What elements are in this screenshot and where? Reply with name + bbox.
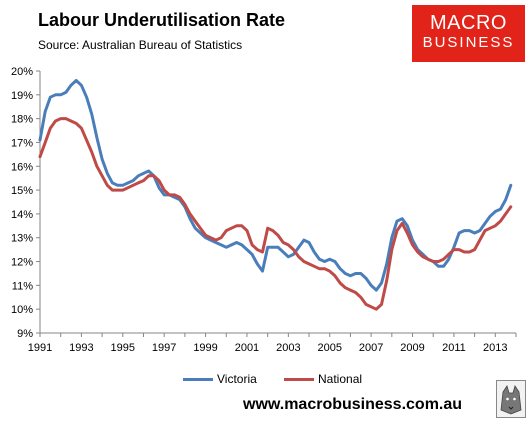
- legend-label-national: National: [318, 372, 363, 386]
- legend-swatch-victoria: [183, 378, 213, 382]
- y-tick-label: 19%: [11, 90, 33, 102]
- legend-item-national: National: [284, 372, 362, 386]
- x-tick-label: 2009: [400, 342, 424, 354]
- series-line-victoria: [38, 79, 513, 292]
- x-tick-label: 2007: [359, 342, 383, 354]
- logo-line-1: MACRO: [430, 12, 507, 34]
- series-line-national: [38, 117, 513, 311]
- x-tick-label: 2003: [276, 342, 300, 354]
- x-tick-label: 1991: [28, 342, 52, 354]
- y-tick-label: 14%: [11, 209, 33, 221]
- y-tick-label: 13%: [11, 233, 33, 245]
- wolf-logo-icon: [496, 380, 526, 418]
- x-tick-label: 2001: [235, 342, 259, 354]
- x-tick-label: 2005: [317, 342, 341, 354]
- macrobusiness-logo: MACRO BUSINESS: [412, 5, 525, 62]
- website-url: www.macrobusiness.com.au: [243, 396, 463, 413]
- y-tick-label: 18%: [11, 114, 33, 126]
- x-tick-label: 1995: [111, 342, 135, 354]
- legend-swatch-national: [284, 378, 314, 382]
- y-tick-label: 12%: [11, 257, 33, 269]
- x-tick-label: 1999: [193, 342, 217, 354]
- legend-label-victoria: Victoria: [217, 372, 257, 386]
- y-tick-label: 20%: [11, 66, 33, 78]
- y-tick-label: 16%: [11, 161, 33, 173]
- x-tick-label: 1993: [69, 342, 93, 354]
- y-tick-label: 10%: [11, 304, 33, 316]
- x-tick-label: 2011: [442, 342, 466, 354]
- chart-title: Labour Underutilisation Rate: [38, 10, 286, 30]
- y-tick-label: 15%: [11, 185, 33, 197]
- chart-source: Source: Australian Bureau of Statistics: [38, 38, 243, 52]
- x-tick-label: 1997: [152, 342, 176, 354]
- legend-item-victoria: Victoria: [183, 372, 257, 386]
- x-tick-label: 2013: [483, 342, 507, 354]
- y-tick-label: 9%: [17, 328, 33, 340]
- logo-line-2: BUSINESS: [422, 34, 515, 51]
- y-tick-label: 17%: [11, 137, 33, 149]
- y-tick-label: 11%: [12, 280, 33, 292]
